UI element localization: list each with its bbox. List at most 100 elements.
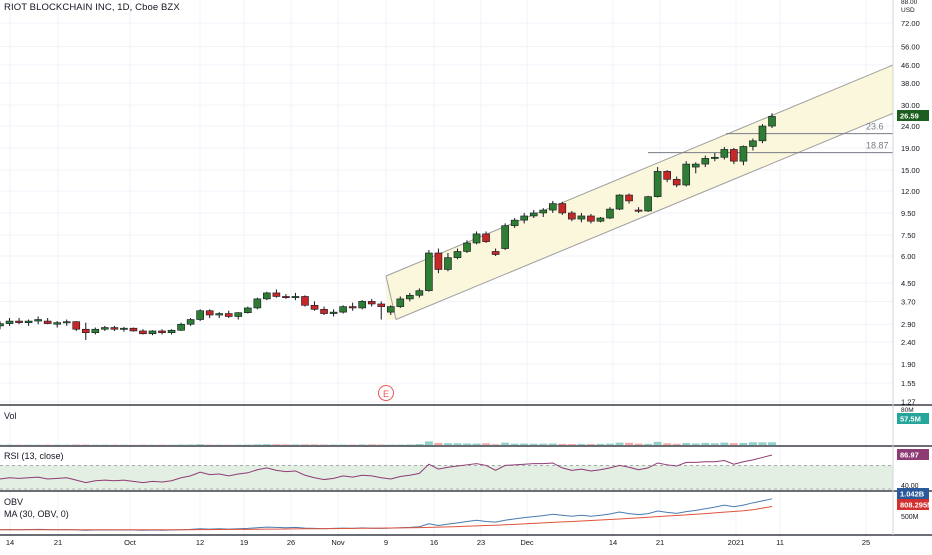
candle-body bbox=[673, 179, 680, 185]
candle[interactable] bbox=[683, 161, 690, 186]
volume-bar[interactable] bbox=[606, 444, 614, 445]
volume-bar[interactable] bbox=[263, 444, 271, 445]
obv-last-badge-text: 1.042B bbox=[900, 490, 925, 499]
time-tick-label: 16 bbox=[430, 538, 438, 547]
candle[interactable] bbox=[597, 217, 604, 222]
rsi-last-badge-text: 86.97 bbox=[900, 451, 919, 460]
candle-body bbox=[540, 210, 547, 213]
volume-bar[interactable] bbox=[253, 444, 261, 445]
earnings-marker[interactable]: E bbox=[379, 386, 394, 401]
candle[interactable] bbox=[645, 196, 652, 212]
candle-body bbox=[149, 331, 156, 334]
volume-bar[interactable] bbox=[358, 444, 366, 445]
volume-bar[interactable] bbox=[301, 444, 309, 445]
volume-bar[interactable] bbox=[453, 443, 461, 445]
candle[interactable] bbox=[130, 328, 137, 332]
volume-bar[interactable] bbox=[587, 444, 595, 445]
candle-body bbox=[197, 311, 204, 320]
obv-axis-label: 500M bbox=[901, 514, 919, 521]
volume-bar[interactable] bbox=[196, 444, 204, 445]
time-tick-label: Oct bbox=[124, 538, 137, 547]
volume-bar[interactable] bbox=[654, 442, 662, 445]
candle-body bbox=[130, 328, 137, 331]
volume-bar[interactable] bbox=[434, 443, 442, 445]
volume-bar[interactable] bbox=[596, 444, 604, 445]
price-tick-label: 3.70 bbox=[901, 297, 916, 306]
candle[interactable] bbox=[197, 309, 204, 321]
volume-bar[interactable] bbox=[558, 444, 566, 445]
candle-body bbox=[692, 164, 699, 167]
candle-body bbox=[683, 164, 690, 185]
candle-body bbox=[749, 141, 756, 147]
volume-bar[interactable] bbox=[492, 444, 500, 445]
price-tick-label: 46.00 bbox=[901, 61, 920, 70]
volume-bar[interactable] bbox=[749, 442, 757, 445]
volume-bar[interactable] bbox=[577, 444, 585, 445]
volume-bar[interactable] bbox=[482, 443, 490, 445]
volume-bar[interactable] bbox=[692, 443, 700, 445]
volume-bar[interactable] bbox=[463, 443, 471, 445]
volume-bar[interactable] bbox=[644, 444, 652, 445]
candle-body bbox=[16, 321, 23, 323]
price-tick-label: 1.55 bbox=[901, 379, 916, 388]
volume-bar[interactable] bbox=[663, 443, 671, 445]
time-tick-label: 25 bbox=[862, 538, 870, 547]
candle-body bbox=[235, 313, 242, 317]
volume-bar[interactable] bbox=[701, 443, 709, 445]
volume-bar[interactable] bbox=[311, 444, 319, 445]
candle-body bbox=[368, 301, 375, 304]
candle[interactable] bbox=[254, 298, 261, 310]
candle-body bbox=[387, 307, 394, 313]
volume-bar[interactable] bbox=[530, 444, 538, 445]
candle-body bbox=[502, 226, 509, 249]
volume-bar[interactable] bbox=[625, 443, 633, 445]
candle[interactable] bbox=[559, 202, 566, 215]
candle[interactable] bbox=[502, 223, 509, 250]
candle[interactable] bbox=[263, 292, 270, 300]
volume-bar[interactable] bbox=[758, 442, 766, 445]
volume-bar[interactable] bbox=[501, 443, 509, 445]
volume-bar[interactable] bbox=[291, 444, 299, 445]
candle-body bbox=[282, 296, 289, 297]
volume-bar[interactable] bbox=[511, 444, 519, 445]
candle[interactable] bbox=[606, 207, 613, 219]
candle-body bbox=[178, 324, 185, 330]
volume-bar[interactable] bbox=[549, 444, 557, 445]
volume-bar[interactable] bbox=[282, 444, 290, 445]
candle[interactable] bbox=[301, 295, 308, 306]
volume-bar[interactable] bbox=[635, 444, 643, 445]
volume-bar[interactable] bbox=[425, 441, 433, 445]
candle[interactable] bbox=[340, 305, 347, 313]
candle[interactable] bbox=[654, 167, 661, 197]
volume-bar[interactable] bbox=[739, 443, 747, 445]
volume-bar[interactable] bbox=[272, 444, 280, 445]
time-tick-label: 19 bbox=[240, 538, 248, 547]
price-tick-label: 6.00 bbox=[901, 252, 916, 261]
candle-body bbox=[263, 293, 270, 299]
candle-body bbox=[511, 220, 518, 225]
volume-bar[interactable] bbox=[415, 444, 423, 445]
volume-bar[interactable] bbox=[473, 444, 481, 445]
time-tick-label: 2021 bbox=[728, 538, 745, 547]
volume-bar[interactable] bbox=[568, 444, 576, 445]
volume-bar[interactable] bbox=[711, 443, 719, 445]
volume-bar[interactable] bbox=[720, 443, 728, 445]
volume-bar[interactable] bbox=[539, 444, 547, 445]
candle[interactable] bbox=[425, 250, 432, 292]
volume-bar[interactable] bbox=[768, 442, 776, 445]
volume-bar[interactable] bbox=[682, 443, 690, 445]
volume-bar[interactable] bbox=[520, 444, 528, 445]
volume-bar[interactable] bbox=[730, 443, 738, 445]
candle[interactable] bbox=[359, 300, 366, 309]
volume-bar[interactable] bbox=[368, 444, 376, 445]
volume-bar[interactable] bbox=[673, 444, 681, 445]
candle-body bbox=[159, 331, 166, 333]
volume-bar[interactable] bbox=[616, 443, 624, 445]
volume-bar[interactable] bbox=[444, 443, 452, 445]
candle[interactable] bbox=[759, 124, 766, 143]
time-tick-label: 21 bbox=[656, 538, 664, 547]
candle[interactable] bbox=[616, 194, 623, 210]
candle-body bbox=[635, 210, 642, 211]
candle[interactable] bbox=[73, 321, 80, 331]
